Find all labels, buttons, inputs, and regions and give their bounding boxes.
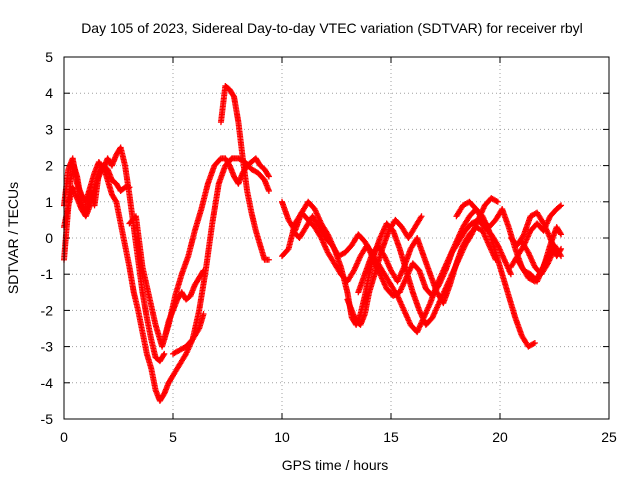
x-tick-label: 0 bbox=[60, 429, 68, 445]
data-point bbox=[199, 268, 206, 275]
data-point bbox=[493, 198, 500, 205]
data-point bbox=[494, 198, 501, 205]
data-point bbox=[531, 339, 538, 346]
series-a6 bbox=[161, 267, 207, 343]
y-tick-label: 0 bbox=[45, 230, 53, 246]
y-tick-label: -4 bbox=[41, 375, 54, 391]
plot-frame bbox=[63, 56, 610, 420]
data-point bbox=[507, 271, 514, 278]
data-point bbox=[558, 245, 565, 252]
data-point bbox=[112, 197, 119, 204]
y-tick-label: -1 bbox=[41, 266, 54, 282]
data-points bbox=[61, 82, 565, 404]
grid-lines bbox=[64, 57, 609, 419]
data-point bbox=[556, 203, 563, 210]
data-point bbox=[557, 230, 564, 237]
data-point bbox=[160, 352, 167, 359]
series-a5 bbox=[217, 82, 272, 263]
y-tick-label: -2 bbox=[41, 302, 54, 318]
data-point bbox=[492, 256, 499, 263]
series-b4 bbox=[355, 224, 499, 307]
data-point bbox=[418, 213, 425, 220]
series-a3 bbox=[61, 144, 168, 365]
data-point bbox=[558, 231, 565, 238]
data-point bbox=[557, 247, 564, 254]
x-tick-label: 25 bbox=[601, 429, 617, 445]
y-tick-label: 5 bbox=[45, 49, 53, 65]
x-axis-label: GPS time / hours bbox=[282, 457, 389, 473]
y-tick-label: -5 bbox=[41, 411, 54, 427]
series-a7 bbox=[170, 311, 207, 357]
data-point bbox=[265, 172, 272, 179]
data-point bbox=[265, 173, 272, 180]
x-tick-label: 15 bbox=[383, 429, 399, 445]
y-tick-label: 2 bbox=[45, 158, 53, 174]
series-c4 bbox=[518, 238, 558, 278]
data-point bbox=[200, 311, 207, 318]
y-tick-label: 1 bbox=[45, 194, 53, 210]
data-point bbox=[200, 267, 207, 274]
data-point bbox=[265, 256, 272, 263]
y-tick-label: 3 bbox=[45, 121, 53, 137]
series-b1 bbox=[279, 209, 514, 299]
data-point bbox=[530, 340, 537, 347]
series-b5 bbox=[344, 213, 425, 328]
y-tick-label: -3 bbox=[41, 339, 54, 355]
x-tick-label: 20 bbox=[492, 429, 508, 445]
data-point bbox=[558, 202, 565, 209]
data-point bbox=[265, 187, 272, 194]
chart-title: Day 105 of 2023, Sidereal Day-to-day VTE… bbox=[81, 20, 583, 36]
data-point bbox=[551, 245, 558, 252]
x-tick-label: 5 bbox=[169, 429, 177, 445]
data-point bbox=[230, 92, 237, 99]
y-axis-label: SDTVAR / TECUs bbox=[5, 182, 21, 294]
x-tick-label: 10 bbox=[274, 429, 290, 445]
y-tick-label: 4 bbox=[45, 85, 53, 101]
data-point bbox=[161, 350, 168, 357]
